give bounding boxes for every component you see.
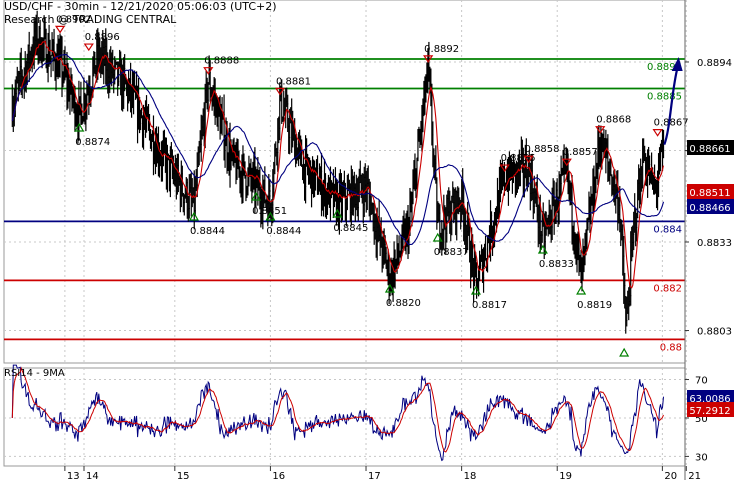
level-label: 0.884 [653, 224, 682, 235]
swing-low-label: 0.8845 [333, 223, 368, 234]
rsi-y-tick-label: 30 [695, 452, 708, 463]
swing-low-label: 0.8844 [190, 226, 225, 237]
swing-high-label: 0.8868 [596, 115, 631, 126]
level-lines: 0.8895 0.8885 0.884 0.882 0.88 [4, 58, 685, 353]
swing-high-marker [423, 55, 434, 63]
rsi-ma-value-box-text: 57.2912 [689, 406, 730, 417]
swing-low-label: 0.8820 [386, 298, 421, 309]
swing-high-label: 0.8867 [654, 118, 689, 129]
swing-high-marker [652, 129, 663, 137]
x-tick-label: 15 [177, 471, 190, 480]
forecast-arrow-head [671, 57, 683, 72]
swing-high-label: 0.8892 [424, 44, 459, 55]
swing-high-label: 0.8888 [204, 56, 239, 67]
level-label: 0.882 [653, 283, 682, 294]
swing-low-label: 0.8833 [539, 259, 574, 270]
level-label: 0.8895 [647, 62, 682, 73]
ma-fast-value-box-text: 0.88511 [689, 188, 730, 199]
forecast-arrow-shaft [663, 66, 679, 146]
rsi-value-box-text: 63.0086 [689, 394, 730, 405]
swing-low-label: 0.8844 [266, 226, 301, 237]
rsi-label: RSI14 - 9MA [4, 368, 65, 379]
ma-slow-line [11, 53, 665, 246]
level-label: 0.8885 [647, 92, 682, 103]
swing-low-label: 0.8837 [434, 247, 469, 258]
swing-high-marker [523, 155, 534, 164]
x-tick-label: 16 [272, 471, 285, 480]
swing-low-label: 0.8851 [252, 206, 287, 217]
swing-markers: 0.89020.88960.88880.88810.88920.88550.88… [54, 14, 689, 357]
swing-low-marker [74, 122, 85, 132]
swing-low-marker [265, 211, 276, 221]
rsi-value-box-bg [687, 390, 734, 405]
swing-low-marker [537, 244, 548, 254]
swing-low-marker [251, 191, 262, 201]
x-tick-label: 14 [86, 471, 99, 480]
swing-high-label: 0.8857 [563, 147, 598, 158]
y-tick-label: 0.8894 [697, 58, 732, 69]
swing-low-marker [470, 285, 481, 295]
x-tick-label: 21 [688, 471, 701, 480]
chart-title: USD/CHF - 30min - 12/21/2020 05:06:03 (U… [4, 0, 277, 13]
rsi-ma-value-box: 57.2912 [687, 402, 734, 417]
ma-slow-value-box-text: 0.88466 [689, 203, 730, 214]
x-tick-label: 18 [464, 471, 477, 480]
x-tick-label: 13 [67, 471, 80, 480]
swing-low-marker [332, 208, 343, 218]
x-tick-label: 17 [368, 471, 381, 480]
swing-high-marker [54, 25, 66, 34]
y-tick-label: 0.8803 [697, 327, 732, 338]
swing-high-label: 0.8902 [56, 14, 91, 25]
rsi-panel-frame [3, 367, 686, 467]
swing-high-label: 0.8881 [276, 76, 311, 87]
swing-low-label: 0.8817 [472, 300, 507, 311]
swing-low-marker [619, 347, 630, 357]
axes: 1314151617181920210.88940.88640.88330.88… [64, 0, 734, 480]
swing-high-label: 0.8896 [85, 32, 120, 43]
swing-low-marker [384, 283, 395, 293]
swing-high-marker [83, 43, 94, 52]
y-tick-label: 0.8833 [697, 238, 732, 249]
swing-high-marker [274, 87, 286, 96]
rsi-panel [4, 364, 685, 462]
ma-slow-value-box: 0.88466 [687, 199, 734, 214]
rsi-value-box: 63.0086 [687, 390, 734, 405]
ma-fast-line [11, 40, 665, 289]
swing-high-marker [499, 164, 510, 173]
forecast-arrow [663, 57, 683, 146]
swing-high-label: 0.8858 [525, 144, 560, 155]
swing-low-label: 0.8819 [577, 300, 612, 311]
rsi-y-tick-label: 70 [695, 376, 708, 387]
swing-low-marker [432, 232, 443, 242]
chart-subtitle: Research @ TRADING CENTRAL [4, 13, 177, 26]
x-tick-label: 19 [559, 471, 572, 480]
swing-low-label: 0.8874 [75, 137, 110, 148]
current-price-box-text: 0.88661 [689, 144, 730, 155]
ma-slow-value-box-bg [687, 199, 734, 214]
swing-high-marker [561, 158, 572, 167]
swing-low-marker [188, 211, 199, 221]
x-tick-label: 20 [664, 471, 677, 480]
moving-averages [11, 40, 665, 289]
current-price-box-bg [687, 140, 734, 155]
ma-fast-value-box: 0.88511 [687, 184, 734, 199]
rsi-line [11, 364, 664, 462]
swing-high-marker [203, 67, 214, 75]
rsi-ma-line [11, 366, 664, 453]
rsi-y-tick-label: 50 [695, 414, 708, 425]
swing-high-marker [595, 126, 606, 134]
ma-fast-value-box-bg [687, 184, 734, 199]
swing-low-marker [576, 285, 587, 295]
level-label: 0.88 [660, 342, 682, 353]
swing-high-label: 0.8855 [501, 153, 536, 164]
current-price-box: 0.88661 [687, 140, 734, 155]
rsi-ma-value-box-bg [687, 402, 734, 417]
